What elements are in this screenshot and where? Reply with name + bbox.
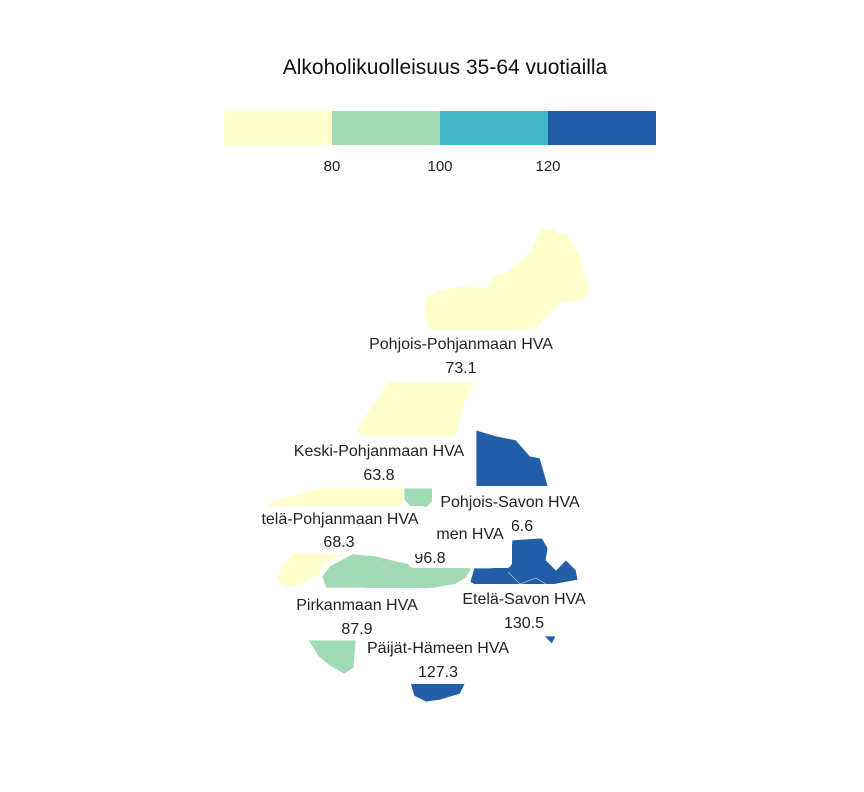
legend-bin bbox=[440, 111, 548, 145]
region-paijat-hame[interactable] bbox=[409, 681, 467, 703]
map-title: Alkoholikuolleisuus 35-64 vuotiailla bbox=[282, 56, 608, 79]
legend-tick-label: 80 bbox=[324, 158, 341, 175]
legend-tick-label: 100 bbox=[427, 158, 452, 175]
region-value: 63.8 bbox=[363, 467, 394, 484]
region-value: 6.6 bbox=[511, 518, 533, 535]
region-name: Etelä-Savon HVA bbox=[462, 591, 586, 608]
region-value: 127.3 bbox=[418, 664, 458, 681]
region-name: Keski-Pohjanmaan HVA bbox=[294, 443, 465, 460]
legend-bin bbox=[224, 111, 332, 145]
label-pohjois-pohjanmaa: Pohjois-Pohjanmaan HVA 73.1 bbox=[358, 330, 564, 382]
legend-bin bbox=[332, 111, 440, 145]
label-paijat-hame: Päijät-Hämeen HVA 127.3 bbox=[356, 634, 518, 684]
region-value: 87.9 bbox=[341, 621, 372, 638]
region-labels: Pohjois-Pohjanmaan HVA 73.1 Keski-Pohjan… bbox=[254, 330, 596, 684]
region-value: 68.3 bbox=[323, 534, 354, 551]
label-keski-pohjanmaa: Keski-Pohjanmaan HVA 63.8 bbox=[282, 436, 476, 488]
region-name: Pohjois-Pohjanmaan HVA bbox=[369, 336, 553, 353]
region-value: 96.8 bbox=[414, 550, 445, 567]
label-keski-suomi: men HVA 96.8 bbox=[408, 518, 512, 568]
legend-tick-label: 120 bbox=[535, 158, 560, 175]
region-name: Pirkanmaan HVA bbox=[296, 597, 418, 614]
region-keski-pohjanmaa[interactable] bbox=[355, 379, 477, 439]
label-pirkanmaa: Pirkanmaan HVA 87.9 bbox=[286, 588, 428, 640]
legend-bin bbox=[548, 111, 656, 145]
regions bbox=[263, 227, 591, 703]
region-boundary bbox=[375, 559, 547, 585]
region-value: 73.1 bbox=[445, 360, 476, 377]
legend: 80 100 120 bbox=[224, 111, 656, 175]
label-etela-pohjanmaa: telä-Pohjanmaan HVA 68.3 bbox=[254, 506, 428, 554]
region-value: 130.5 bbox=[504, 615, 544, 632]
region-name: Päijät-Hämeen HVA bbox=[367, 640, 509, 657]
region-name: telä-Pohjanmaan HVA bbox=[261, 511, 418, 528]
region-pirkanmaa[interactable] bbox=[307, 639, 357, 675]
label-etela-savo: Etelä-Savon HVA 130.5 bbox=[452, 584, 596, 636]
region-name: Pohjois-Savon HVA bbox=[440, 494, 580, 511]
region-pohjois-pohjanmaa[interactable] bbox=[423, 227, 591, 335]
region-pohjois-savo[interactable] bbox=[475, 429, 549, 493]
region-name: men HVA bbox=[436, 526, 504, 543]
